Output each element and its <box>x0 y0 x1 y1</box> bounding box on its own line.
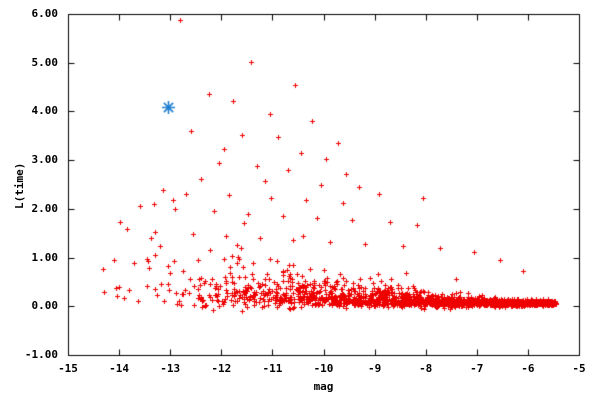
x-tick-label-neg9: -9 <box>367 362 382 375</box>
x-tick-label-neg11: -11 <box>262 362 283 375</box>
y-tick-label-5: 5.00 <box>31 55 59 69</box>
x-tick-label-neg13: -13 <box>160 362 181 375</box>
x-tick-label-neg5: -5 <box>572 362 586 375</box>
x-tick-label-neg15: -15 <box>58 362 78 375</box>
x-axis-title: mag <box>313 380 334 393</box>
y-tick-label-0: 0.00 <box>31 299 59 313</box>
y-tick-label-1: 1.00 <box>31 250 59 264</box>
x-tick-label-neg12: -12 <box>211 362 232 375</box>
y-tick-label-4: 4.00 <box>31 104 59 118</box>
x-tick-label-neg10: -10 <box>313 362 334 375</box>
y-axis-title: L(time) <box>13 162 26 209</box>
y-tick-label-6: 6.00 <box>31 7 59 20</box>
y-tick-label-neg1: -1.00 <box>24 348 58 361</box>
x-tick-label-neg6: -6 <box>521 362 535 375</box>
x-tick-label-neg14: -14 <box>109 362 130 375</box>
y-tick-label-3: 3.00 <box>31 153 59 167</box>
y-tick-label-2: 2.00 <box>31 201 59 215</box>
x-tick-label-neg8: -8 <box>419 362 433 375</box>
x-tick-label-neg7: -7 <box>470 362 484 375</box>
